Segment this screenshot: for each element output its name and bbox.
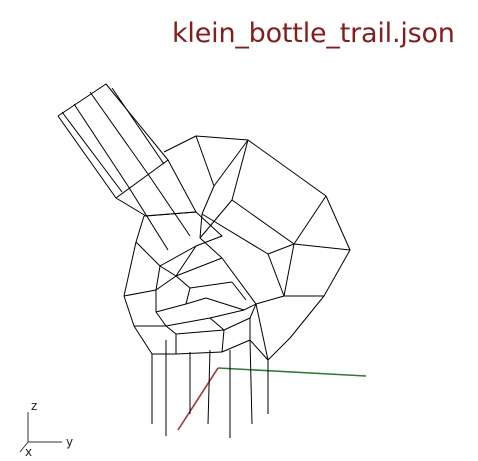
widget-y-label: y (66, 435, 73, 449)
upper-bulb (163, 135, 351, 361)
axis-orientation-widget: z y x (19, 399, 73, 459)
widget-x-label: x (25, 445, 32, 459)
world-axes (177, 367, 367, 431)
widget-z-label: z (31, 399, 37, 413)
klein-bottle-wireframe (57, 83, 351, 438)
neck-tube (57, 83, 197, 251)
widget-x-axis (19, 441, 29, 453)
file-title: klein_bottle_trail.json (172, 18, 455, 49)
trail-lines (151, 339, 269, 438)
world-y-axis (217, 367, 367, 377)
world-x-axis (177, 367, 219, 431)
body-sections (123, 211, 269, 361)
